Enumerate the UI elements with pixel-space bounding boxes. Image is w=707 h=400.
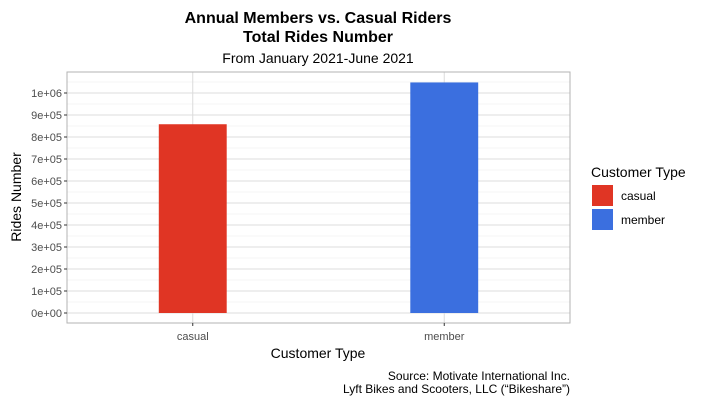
chart-title-line1: Annual Members vs. Casual Riders [185,10,452,27]
chart-subtitle: From January 2021-June 2021 [222,50,414,66]
x-axis-title: Customer Type [271,345,366,361]
chart-title-line2: Total Rides Number [243,29,393,46]
y-tick-label: 0e+00 [31,308,62,320]
y-tick-label: 3e+05 [31,242,62,254]
y-tick-label: 7e+05 [31,154,62,166]
legend-key-casual [592,185,613,206]
y-tick-label: 1e+05 [31,286,62,298]
y-tick-label: 9e+05 [31,110,62,122]
y-tick-label: 4e+05 [31,220,62,232]
x-tick-label: casual [177,331,209,343]
y-tick-label: 6e+05 [31,176,62,188]
y-tick-label: 8e+05 [31,132,62,144]
y-tick-label: 1e+06 [31,88,62,100]
y-tick-label: 2e+05 [31,264,62,276]
x-axis-ticks: casual member [177,323,465,343]
caption-line1: Source: Motivate International Inc. [388,369,570,383]
x-tick-label: member [424,331,465,343]
bar-member [410,82,479,313]
legend: Customer Type casual member [591,164,686,230]
legend-key-member [592,209,613,230]
panel-border [66,71,571,324]
caption-line2: Lyft Bikes and Scooters, LLC (“Bikeshare… [343,382,570,396]
y-axis-ticks: 0e+00 1e+05 2e+05 3e+05 4e+05 5e+05 6e+05 7e+05… [31,88,67,320]
y-axis-title: Rides Number [8,152,24,242]
y-tick-label: 5e+05 [31,198,62,210]
legend-label-member: member [621,213,665,227]
plot-panel [66,71,571,324]
legend-label-casual: casual [621,189,656,203]
bars [158,82,479,314]
legend-title: Customer Type [591,164,686,180]
bar-casual [158,124,227,314]
